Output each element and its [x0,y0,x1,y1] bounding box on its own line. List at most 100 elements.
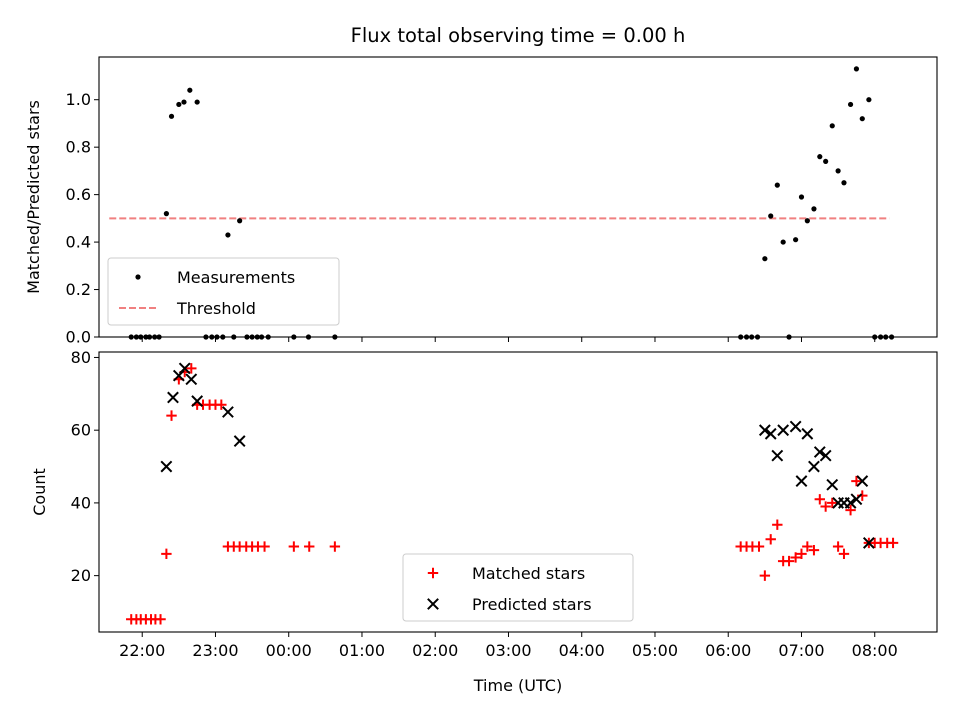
data-point [835,168,841,174]
legend-label: Measurements [177,268,295,287]
y-tick-label: 0.8 [66,138,91,157]
data-point [887,537,899,549]
data-point [850,493,863,506]
data-point [166,410,177,421]
data-point [759,570,771,581]
data-point [185,373,198,386]
data-point [841,180,847,186]
y-tick-label: 20 [71,566,91,585]
y-tick-label: 0.0 [66,328,91,347]
data-point [838,548,850,560]
data-point [233,435,246,447]
data-point [826,478,839,491]
data-point [259,541,270,552]
legend-label: Threshold [176,299,256,318]
data-point [851,475,862,487]
legend-box [107,257,340,326]
legend-ratio: Measurements Threshold [107,257,340,326]
data-point [178,362,191,375]
panel-ratio: 0.0 0.2 0.4 0.6 0.8 1.0 Matched/Predicted sta… [24,56,938,347]
x-tick-label: 03:00 [485,641,531,660]
y-tick-label: 0.4 [66,233,91,252]
legend-box [402,553,634,622]
legend-count: Matched stars Predicted stars [402,553,634,622]
data-point [844,497,857,509]
data-point [194,99,200,105]
data-point [762,256,768,262]
data-point [780,239,786,245]
panel-count: 20 40 60 80 22:00 23:00 00:00 01:00 02:00 03:00 0… [30,348,938,660]
data-point [222,406,234,418]
data-point [772,519,783,530]
data-point [811,206,817,212]
data-point [167,391,179,404]
plot-frame-count [98,351,938,633]
legend-swatch [135,274,141,280]
data-point [790,552,801,563]
y-tick-label: 0.6 [66,185,91,204]
data-point [820,501,831,512]
data-point [827,497,838,509]
data-point [853,66,860,72]
data-point [161,548,172,560]
data-point [329,541,341,552]
data-point [814,494,825,505]
legend-swatch [427,598,439,610]
data-point [796,548,807,560]
data-point [795,475,808,487]
data-point [304,541,315,552]
x-axis-label: Time (UTC) [473,676,562,695]
y-tick-label: 1.0 [66,90,91,109]
data-point [768,213,774,219]
series-measurements [128,66,895,340]
data-point [817,154,823,160]
data-point [789,420,802,433]
data-point [764,427,777,440]
data-point [186,363,197,374]
data-point [216,399,227,410]
data-point [774,182,780,188]
data-point [168,113,175,119]
data-point [181,99,187,105]
data-point [866,97,872,103]
data-point [808,544,820,556]
series-predicted-stars [160,362,875,549]
chart-title: Flux total observing time = 0.00 h [351,24,686,47]
data-point [163,211,169,217]
data-point [191,395,204,407]
data-point [801,427,814,440]
y-axis-label-count: Count [30,468,49,516]
data-point [777,424,790,437]
legend-swatch [427,567,439,579]
data-point [845,504,856,516]
x-tick-label: 01:00 [339,641,385,660]
y-tick-label: 40 [71,493,91,512]
x-tick-label: 00:00 [266,641,312,660]
x-tick-label: 08:00 [852,641,898,660]
data-point [793,237,799,243]
x-tick-label: 06:00 [705,641,751,660]
x-tick-label: 23:00 [192,641,238,660]
data-point [819,449,832,462]
data-point [753,541,765,552]
data-point [155,614,166,625]
data-point [808,460,820,473]
y-tick-label: 80 [71,348,91,367]
data-point [771,449,784,462]
data-point [823,158,829,165]
y-tick-label: 0.2 [66,280,91,299]
data-point [176,101,182,108]
data-point [798,194,805,200]
data-point [832,541,844,552]
data-point [758,424,771,437]
legend-label: Predicted stars [472,595,592,614]
plot-frame-ratio [98,56,938,338]
data-point [288,541,300,552]
data-point [829,123,835,129]
y-tick-label: 60 [71,421,91,440]
data-point [859,116,865,122]
data-point [160,460,173,473]
x-tick-label: 22:00 [119,641,165,660]
x-tick-label: 07:00 [778,641,824,660]
